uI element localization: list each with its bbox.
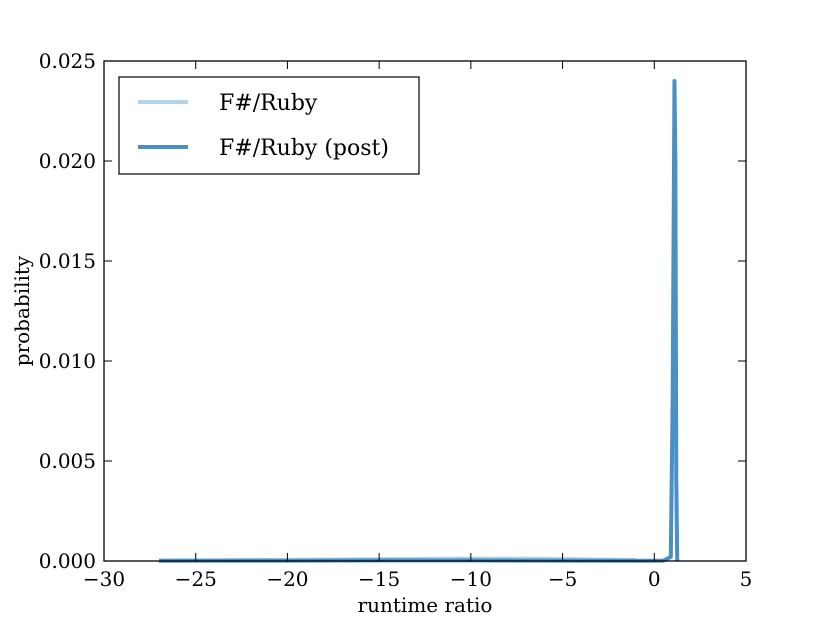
x-axis-label: runtime ratio (358, 593, 493, 617)
tick-layer: −30 −25 −20 −15 −10 −5 0 5 0.000 0.005 0.010 0.015 0… (39, 49, 753, 591)
y-tick-label: 0.025 (39, 49, 96, 73)
x-tick-label: 0 (648, 567, 661, 591)
y-tick-label: 0.000 (39, 549, 96, 573)
legend-box (118, 76, 420, 175)
x-tick-label: −30 (83, 567, 125, 591)
y-tick-label: 0.010 (39, 349, 96, 373)
x-tick-label: −5 (548, 567, 577, 591)
legend-label-1: F#/Ruby (post) (219, 136, 389, 161)
x-tick-label: 5 (740, 567, 753, 591)
legend: F#/Ruby F#/Ruby (post) (118, 76, 420, 175)
x-tick-label: −25 (175, 567, 217, 591)
y-tick-label: 0.020 (39, 149, 96, 173)
x-tick-label: −20 (266, 567, 308, 591)
plot-frame (103, 60, 747, 562)
y-tick-label: 0.005 (39, 449, 96, 473)
y-axis-label: probability (10, 255, 34, 366)
x-tick-label: −15 (358, 567, 400, 591)
x-tick-label: −10 (450, 567, 492, 591)
legend-label-0: F#/Ruby (219, 91, 318, 116)
y-tick-label: 0.015 (39, 249, 96, 273)
